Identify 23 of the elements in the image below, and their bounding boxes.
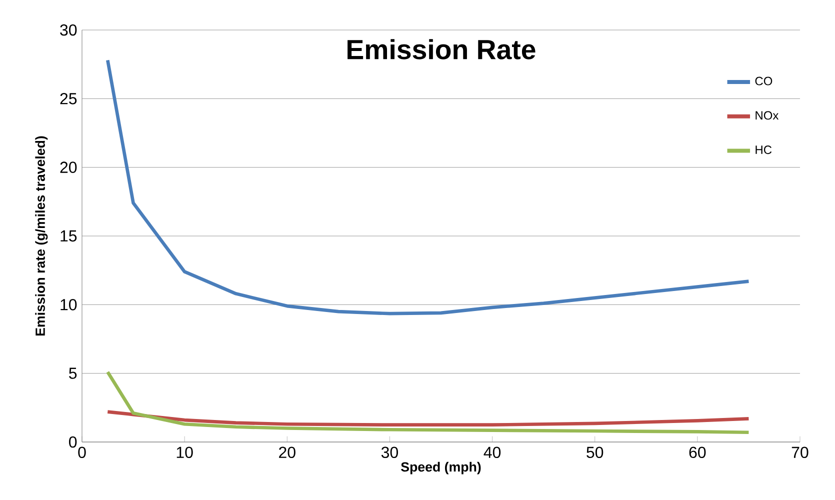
chart-title: Emission Rate xyxy=(348,39,536,60)
y-tick-label: 5 xyxy=(69,368,77,379)
x-tick-label: 60 xyxy=(689,446,706,458)
x-tick-label: 70 xyxy=(792,446,808,458)
x-tick-label: 20 xyxy=(279,446,296,458)
legend-label: CO xyxy=(755,76,772,86)
legend-label: HC xyxy=(756,146,772,154)
x-tick-label: 10 xyxy=(176,446,193,458)
y-axis-title: Emission rate (g/miles traveled) xyxy=(35,136,48,336)
x-tick-label: 50 xyxy=(586,446,604,458)
y-tick-label: 30 xyxy=(60,24,77,36)
y-tick-label: 25 xyxy=(60,93,77,104)
x-axis-title: Speed (mph) xyxy=(401,462,481,474)
x-tick-label: 0 xyxy=(78,446,86,458)
y-tick-label: 0 xyxy=(69,436,77,448)
y-tick-label: 20 xyxy=(60,162,77,173)
line-series xyxy=(106,370,750,434)
y-tick-label: 10 xyxy=(60,299,77,310)
legend-label: NOx xyxy=(756,111,779,120)
x-tick-label: 40 xyxy=(484,446,501,458)
line-series xyxy=(106,410,750,427)
y-tick-label: 15 xyxy=(60,230,77,242)
x-tick-label: 30 xyxy=(381,446,398,458)
